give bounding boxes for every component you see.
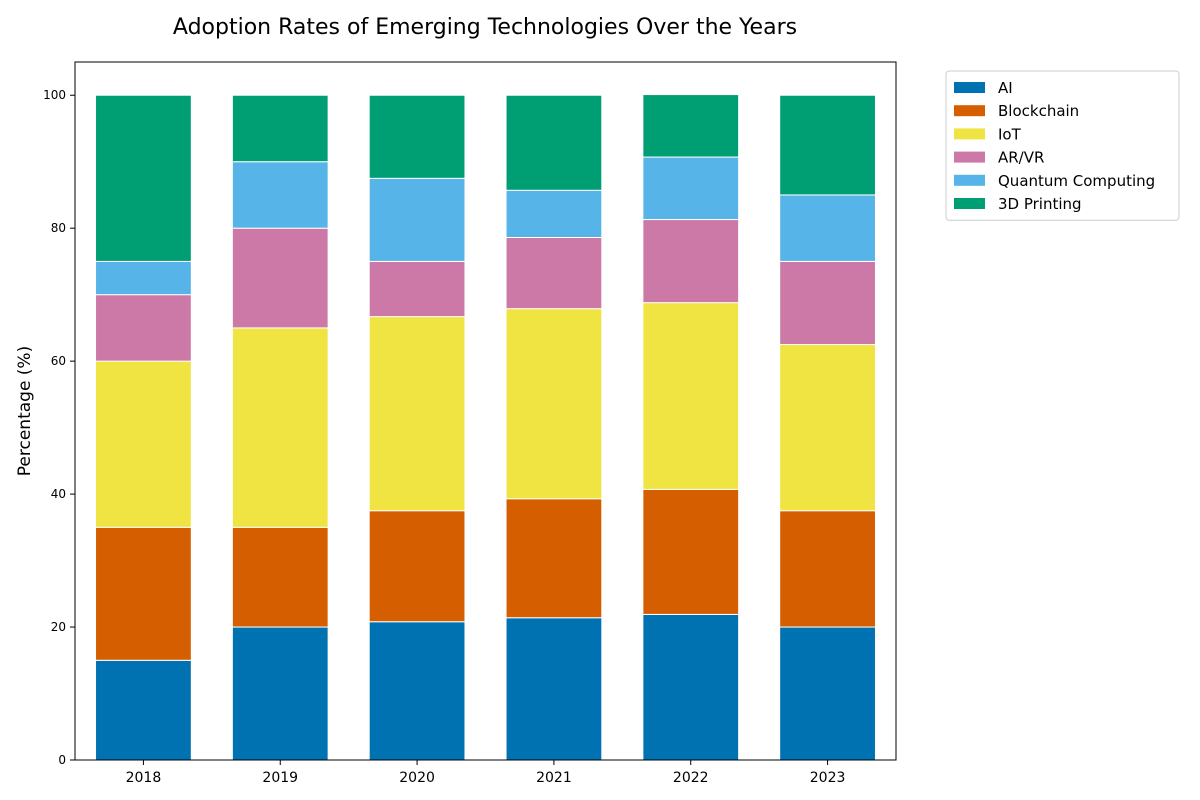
x-tick-label: 2023 xyxy=(810,770,846,786)
plot-frame xyxy=(74,61,897,761)
bar-segment-3d-printing-2021 xyxy=(505,94,603,191)
bar-segment-3d-printing-2022 xyxy=(642,94,740,158)
bar-segment-blockchain-2019 xyxy=(231,526,329,628)
legend-frame xyxy=(945,70,1180,221)
legend-label-blockchain: Blockchain xyxy=(998,102,1079,120)
bar-segment-quantum-computing-2023 xyxy=(779,194,876,262)
legend-label-quantum-computing: Quantum Computing xyxy=(998,172,1155,190)
y-tick-label: 40 xyxy=(51,487,66,501)
x-tick-label: 2020 xyxy=(399,770,435,786)
legend-swatch-ai xyxy=(954,82,985,93)
x-tick-label: 2021 xyxy=(536,770,572,786)
legend-label-3d-printing: 3D Printing xyxy=(998,195,1082,213)
bar-segment-ai-2023 xyxy=(779,626,876,761)
x-tick-label: 2019 xyxy=(262,770,298,786)
bar-segment-ar-vr-2023 xyxy=(779,260,876,346)
bar-segment-3d-printing-2019 xyxy=(231,94,329,163)
bar-segment-quantum-computing-2018 xyxy=(95,260,192,296)
bars-layer xyxy=(95,94,876,761)
bar-segment-3d-printing-2023 xyxy=(779,94,876,196)
y-tick-label: 80 xyxy=(51,221,66,235)
bar-segment-iot-2019 xyxy=(231,327,329,528)
bar-segment-ai-2021 xyxy=(505,617,603,761)
bar-segment-iot-2018 xyxy=(95,360,192,528)
bar-segment-ar-vr-2019 xyxy=(231,227,329,329)
bar-segment-quantum-computing-2022 xyxy=(642,156,740,221)
bar-segment-ai-2022 xyxy=(642,613,740,761)
bar-segment-blockchain-2018 xyxy=(95,526,192,661)
bar-segment-3d-printing-2020 xyxy=(368,94,466,179)
bar-segment-iot-2020 xyxy=(368,316,466,512)
x-tick-label: 2022 xyxy=(673,770,709,786)
bar-segment-quantum-computing-2020 xyxy=(368,177,466,262)
legend-swatch-blockchain xyxy=(954,105,985,117)
y-tick-label: 0 xyxy=(58,753,66,767)
x-tick-label: 2018 xyxy=(126,770,162,786)
y-tick-label: 100 xyxy=(43,88,66,102)
bar-segment-blockchain-2020 xyxy=(368,510,466,623)
axes-layer: 0 20 40 60 80 100 2018 2019 2020 2021 2022 2023 xyxy=(43,61,897,786)
y-axis-label: Percentage (%) xyxy=(15,346,35,476)
bar-segment-iot-2022 xyxy=(642,302,740,490)
bar-segment-ar-vr-2020 xyxy=(368,260,466,318)
bar-segment-ai-2020 xyxy=(368,621,466,761)
bar-segment-ar-vr-2021 xyxy=(505,237,603,310)
legend: AI Blockchain IoT AR/VR Quantum Computing 3D … xyxy=(945,70,1180,221)
bar-segment-ai-2019 xyxy=(231,626,329,761)
bar-segment-quantum-computing-2021 xyxy=(505,189,603,239)
legend-label-ai: AI xyxy=(998,79,1013,97)
bar-segment-ar-vr-2022 xyxy=(642,219,740,304)
bar-segment-iot-2023 xyxy=(779,344,876,512)
bar-segment-ar-vr-2018 xyxy=(95,294,192,362)
bar-segment-iot-2021 xyxy=(505,308,603,500)
y-tick-label: 20 xyxy=(51,620,66,634)
legend-label-iot: IoT xyxy=(998,125,1022,143)
legend-swatch-ar-vr xyxy=(954,151,985,163)
legend-swatch-3d-printing xyxy=(954,198,985,209)
y-tick-label: 60 xyxy=(51,354,66,368)
chart-title: Adoption Rates of Emerging Technologies … xyxy=(173,15,797,40)
bar-segment-ai-2018 xyxy=(95,659,192,761)
bar-segment-blockchain-2023 xyxy=(779,510,876,628)
bar-segment-blockchain-2022 xyxy=(642,488,740,615)
bar-segment-blockchain-2021 xyxy=(505,498,603,619)
legend-swatch-iot xyxy=(954,128,985,140)
legend-swatch-quantum-computing xyxy=(954,174,985,186)
bar-segment-3d-printing-2018 xyxy=(95,94,192,262)
bar-segment-quantum-computing-2019 xyxy=(231,161,329,229)
legend-label-ar-vr: AR/VR xyxy=(998,149,1044,167)
